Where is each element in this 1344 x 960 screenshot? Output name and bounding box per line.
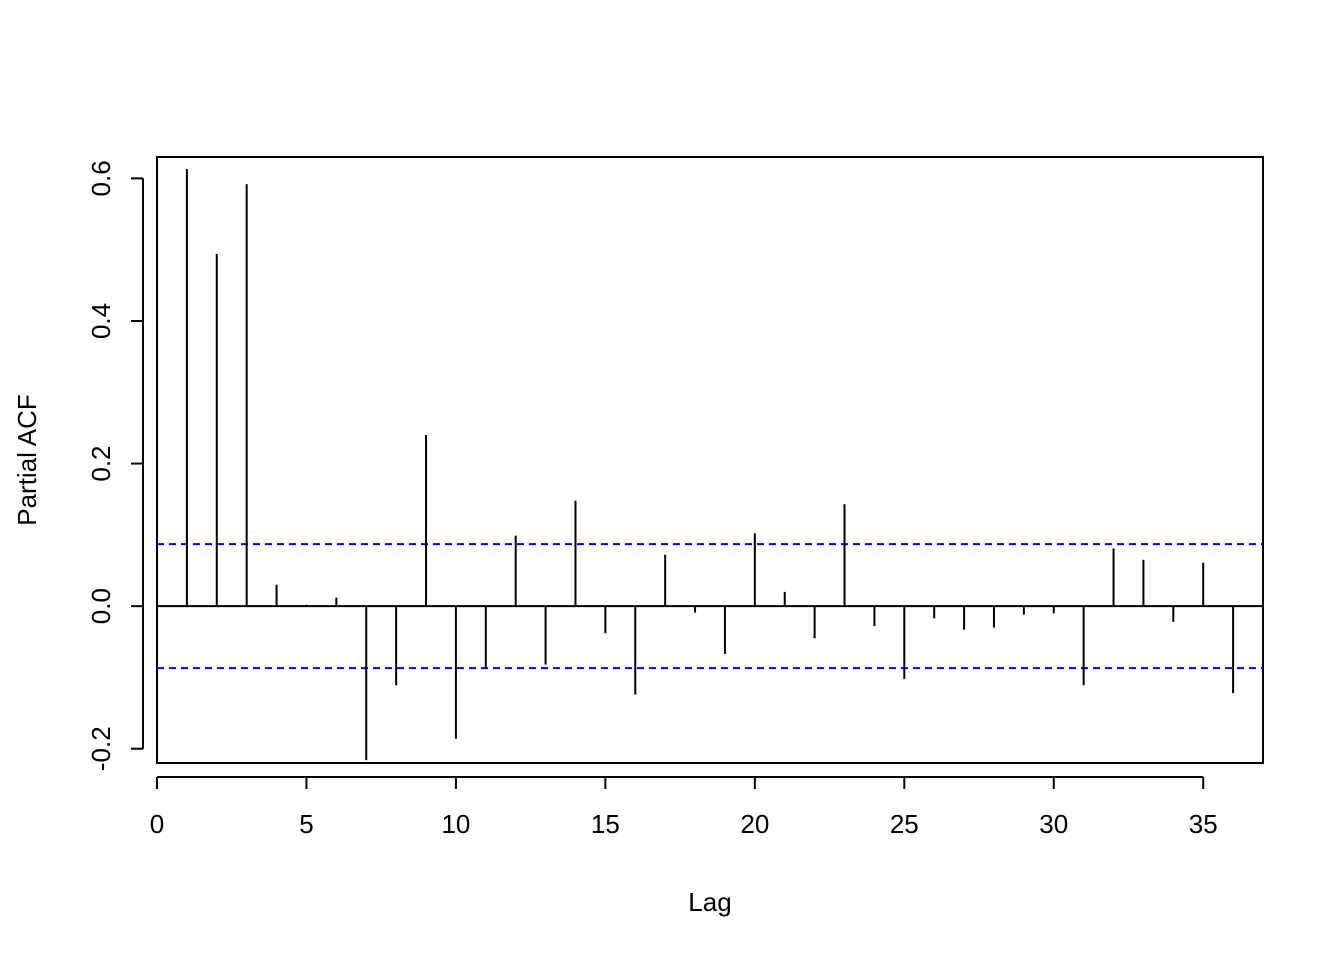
x-axis: 0 5 10 15 20 25 30 35 — [150, 776, 1218, 839]
y-tick-label: 0.2 — [86, 445, 116, 481]
x-tick-label: 15 — [591, 809, 620, 839]
x-tick-label: 0 — [150, 809, 164, 839]
plot-frame — [156, 156, 1264, 764]
x-tick-label: 30 — [1039, 809, 1068, 839]
y-tick-label: 0.6 — [86, 160, 116, 196]
x-tick-label: 25 — [890, 809, 919, 839]
x-tick-label: 10 — [441, 809, 470, 839]
y-axis-title: Partial ACF — [12, 394, 42, 526]
y-tick-label: 0.4 — [86, 303, 116, 339]
y-tick-label: 0.0 — [86, 588, 116, 624]
y-tick-label: -0.2 — [86, 726, 116, 771]
x-tick-label: 35 — [1189, 809, 1218, 839]
x-axis-title: Lag — [688, 887, 731, 917]
x-tick-label: 20 — [740, 809, 769, 839]
spikes-group — [157, 169, 1263, 761]
y-axis: -0.2 0.0 0.2 0.4 0.6 — [86, 160, 144, 771]
x-tick-label: 5 — [299, 809, 313, 839]
